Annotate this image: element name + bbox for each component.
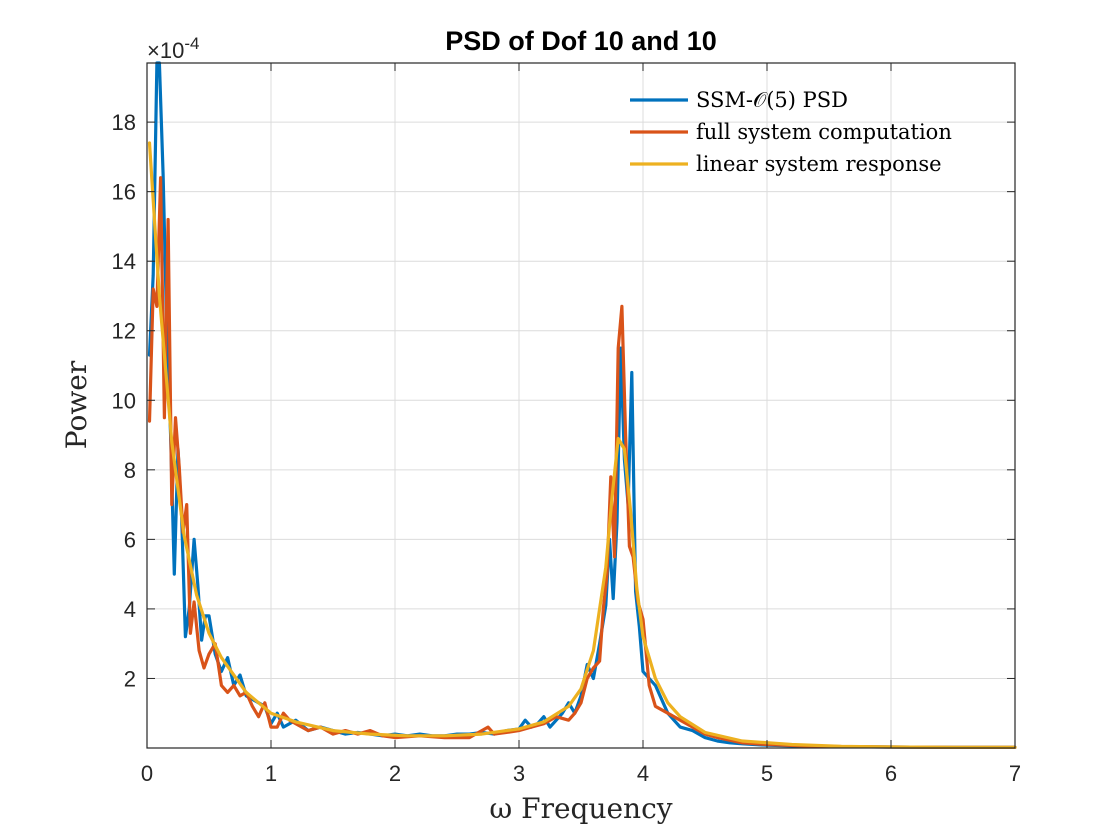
chart-title: PSD of Dof 10 and 10 <box>445 26 717 56</box>
x-tick-label: 5 <box>761 761 773 786</box>
y-tick-label: 18 <box>112 110 136 135</box>
y-tick-label: 8 <box>124 458 136 483</box>
x-tick-label: 1 <box>265 761 277 786</box>
x-tick-label: 7 <box>1009 761 1021 786</box>
y-tick-label: 4 <box>124 597 136 622</box>
legend: SSM-𝒪(5) PSD full system computation linea… <box>630 88 952 176</box>
y-axis-label: Power <box>60 360 93 449</box>
series-layer <box>147 61 1017 749</box>
plot-area <box>147 63 1015 748</box>
y-tick-label: 14 <box>112 249 136 274</box>
x-tick-label: 0 <box>141 761 153 786</box>
x-tick-label: 6 <box>885 761 897 786</box>
legend-entry-3: linear system response <box>696 152 942 176</box>
y-exponent-base: ×10 <box>147 38 184 63</box>
y-exponent-label: ×10-4 <box>147 34 199 63</box>
x-tick-label: 3 <box>513 761 525 786</box>
legend-entry-1: SSM-𝒪(5) PSD <box>696 88 848 112</box>
series-line-3 <box>147 141 1017 749</box>
axes-box <box>146 62 1016 749</box>
series-line-2 <box>147 176 1017 749</box>
y-tick-label: 10 <box>112 388 136 413</box>
x-tick-label: 2 <box>389 761 401 786</box>
x-tick-label: 4 <box>637 761 649 786</box>
y-tick-label: 2 <box>124 666 136 691</box>
y-exponent-power: -4 <box>184 34 199 53</box>
grid-lines <box>147 63 1015 748</box>
x-axis-label: ω Frequency <box>489 792 672 825</box>
y-tick-label: 12 <box>112 319 136 344</box>
legend-entry-2: full system computation <box>696 120 952 144</box>
y-tick-label: 6 <box>124 527 136 552</box>
y-tick-label: 16 <box>112 180 136 205</box>
